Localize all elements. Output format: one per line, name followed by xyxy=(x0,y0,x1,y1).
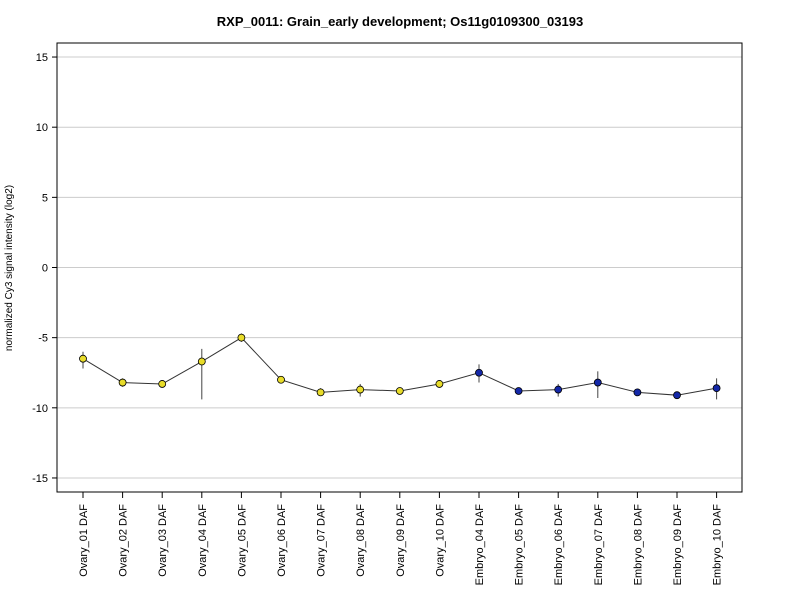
data-point xyxy=(79,354,87,363)
x-tick-label: Ovary_07 DAF xyxy=(316,504,328,577)
x-tick-label: Ovary_05 DAF xyxy=(236,504,248,577)
x-tick-label: Embryo_04 DAF xyxy=(474,504,486,586)
y-tick-label: 5 xyxy=(42,192,48,204)
y-axis: 15 10 5 0 -5 -10 -15 xyxy=(32,52,57,485)
data-point xyxy=(395,387,404,395)
x-tick-label: Ovary_02 DAF xyxy=(118,504,130,577)
x-tick-label: Ovary_03 DAF xyxy=(157,504,169,577)
x-tick-label: Ovary_09 DAF xyxy=(395,504,407,577)
x-tick-label: Ovary_08 DAF xyxy=(355,504,367,577)
data-point xyxy=(673,391,681,400)
y-tick-label: 0 xyxy=(42,263,48,275)
x-tick-label: Ovary_06 DAF xyxy=(276,504,288,577)
y-axis-label: normalized Cy3 signal intensity (log2) xyxy=(4,185,15,351)
x-tick-label: Embryo_05 DAF xyxy=(514,504,526,586)
data-point xyxy=(356,385,365,394)
data-point xyxy=(554,385,563,394)
data-points xyxy=(79,333,721,400)
gridlines xyxy=(57,56,742,479)
x-tick-label: Embryo_10 DAF xyxy=(712,504,724,586)
data-point xyxy=(633,388,642,397)
x-tick-label: Embryo_06 DAF xyxy=(553,504,565,586)
y-tick-label: -5 xyxy=(38,333,48,345)
x-tick-label: Ovary_10 DAF xyxy=(434,504,446,577)
data-point xyxy=(197,357,206,366)
y-tick-label: -15 xyxy=(32,473,48,485)
data-point xyxy=(237,333,246,342)
x-tick-label: Ovary_04 DAF xyxy=(197,504,209,577)
x-tick-label: Ovary_01 DAF xyxy=(78,504,90,577)
x-tick-label: Embryo_07 DAF xyxy=(593,504,605,586)
y-tick-label: -10 xyxy=(32,403,48,415)
data-point xyxy=(277,375,285,384)
data-point xyxy=(712,384,721,393)
x-tick-label: Embryo_09 DAF xyxy=(672,504,684,586)
data-point xyxy=(158,380,167,388)
y-tick-label: 15 xyxy=(36,52,48,64)
x-axis: Ovary_01 DAF Ovary_02 DAF Ovary_03 DAF Ovar… xyxy=(78,492,724,585)
x-tick-label: Embryo_08 DAF xyxy=(632,504,644,586)
y-tick-label: 10 xyxy=(36,122,48,134)
data-point xyxy=(118,378,127,387)
data-point xyxy=(475,368,483,377)
data-point xyxy=(316,388,325,397)
series-polyline xyxy=(82,337,717,396)
data-point xyxy=(514,387,523,395)
data-point xyxy=(593,378,602,387)
chart-title: RXP_0011: Grain_early development; Os11g… xyxy=(217,14,583,29)
data-point xyxy=(435,380,444,388)
series-line xyxy=(82,337,717,396)
